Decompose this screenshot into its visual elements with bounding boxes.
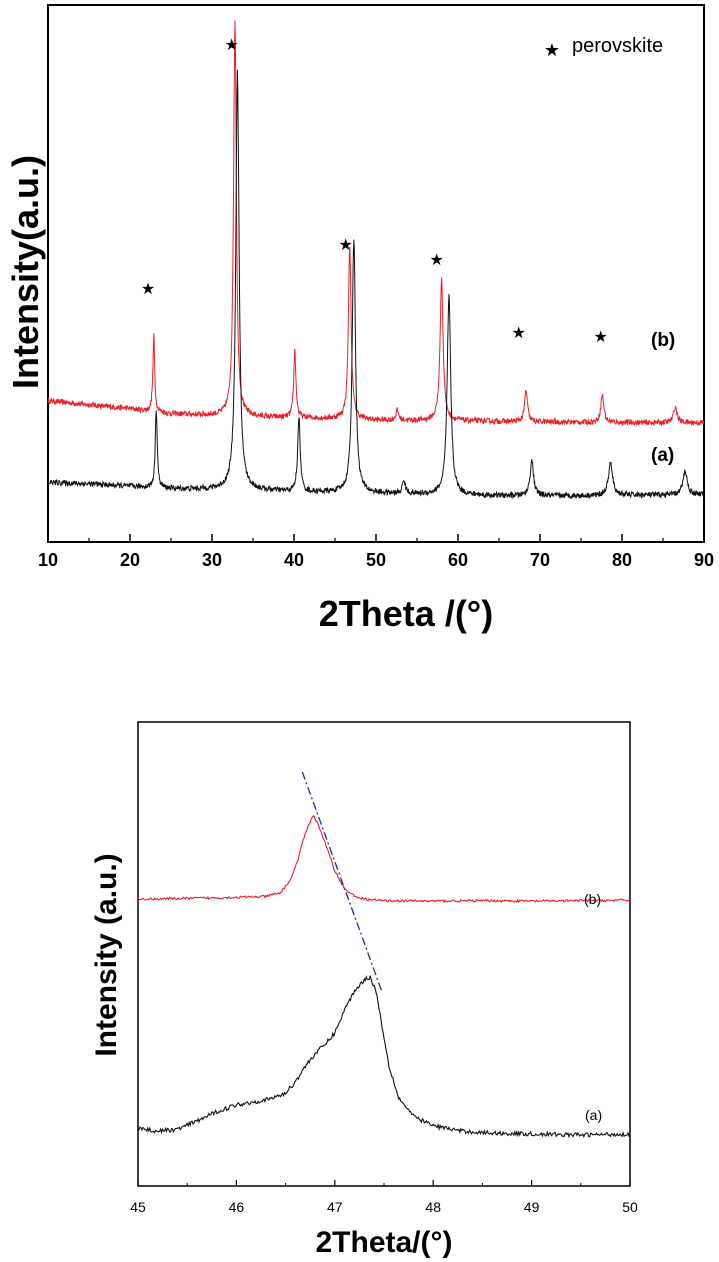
peak-markers-top: ★ ★ ★ ★ ★ ★ <box>141 37 608 346</box>
perovskite-marker: ★ <box>225 37 239 54</box>
x-tick-label: 46 <box>229 1199 245 1215</box>
series-label-a-top: (a) <box>651 445 674 466</box>
x-tick-label: 80 <box>612 550 632 570</box>
x-tick-label: 10 <box>38 550 58 570</box>
perovskite-marker: ★ <box>338 237 352 254</box>
series-line-b <box>47 20 705 427</box>
plot-frame-bottom <box>137 721 631 1187</box>
legend-label: perovskite <box>572 35 663 57</box>
x-tick-label: 50 <box>366 550 386 570</box>
x-tick-label: 49 <box>524 1199 540 1215</box>
series-line-a <box>137 974 631 1139</box>
series-group-bottom <box>137 815 631 1139</box>
x-tick-label: 48 <box>425 1199 441 1215</box>
chart-bottom: 45 46 47 48 49 50 (b) (a) 2Theta/(°) Intensit… <box>90 721 638 1259</box>
perovskite-marker: ★ <box>512 325 526 342</box>
y-axis-title-bottom: Intensity (a.u.) <box>90 853 123 1056</box>
x-ticks-bottom: 45 46 47 48 49 50 <box>130 1180 638 1215</box>
series-label-b-top: (b) <box>651 330 675 351</box>
series-label-a-bottom: (a) <box>585 1107 602 1123</box>
x-tick-label: 45 <box>130 1199 146 1215</box>
series-label-b-bottom: (b) <box>584 891 601 907</box>
perovskite-marker: ★ <box>141 281 155 298</box>
chart-top: 10 20 30 40 50 60 70 80 90 ★ ★ ★ ★ ★ ★ ★ perovskite (… <box>5 4 714 634</box>
plot-frame-top <box>47 4 705 543</box>
x-tick-label: 50 <box>622 1199 638 1215</box>
x-ticks-top: 10 20 30 40 50 60 70 80 90 <box>38 534 714 570</box>
x-tick-label: 60 <box>448 550 468 570</box>
x-tick-label: 30 <box>202 550 222 570</box>
perovskite-marker: ★ <box>594 329 608 346</box>
x-tick-label: 70 <box>530 550 550 570</box>
legend-symbol: ★ <box>544 40 560 60</box>
series-line-a <box>47 69 705 500</box>
series-group-top <box>47 20 705 500</box>
y-axis-title-top: Intensity(a.u.) <box>5 155 46 389</box>
x-tick-label: 47 <box>327 1199 343 1215</box>
perovskite-marker: ★ <box>430 252 444 269</box>
x-tick-label: 90 <box>694 550 714 570</box>
x-axis-title-top: 2Theta /(°) <box>319 593 493 634</box>
x-tick-label: 40 <box>284 550 304 570</box>
x-axis-title-bottom: 2Theta/(°) <box>315 1226 452 1259</box>
x-tick-label: 20 <box>120 550 140 570</box>
trend-guide-line <box>301 771 383 993</box>
series-line-b <box>137 815 631 904</box>
